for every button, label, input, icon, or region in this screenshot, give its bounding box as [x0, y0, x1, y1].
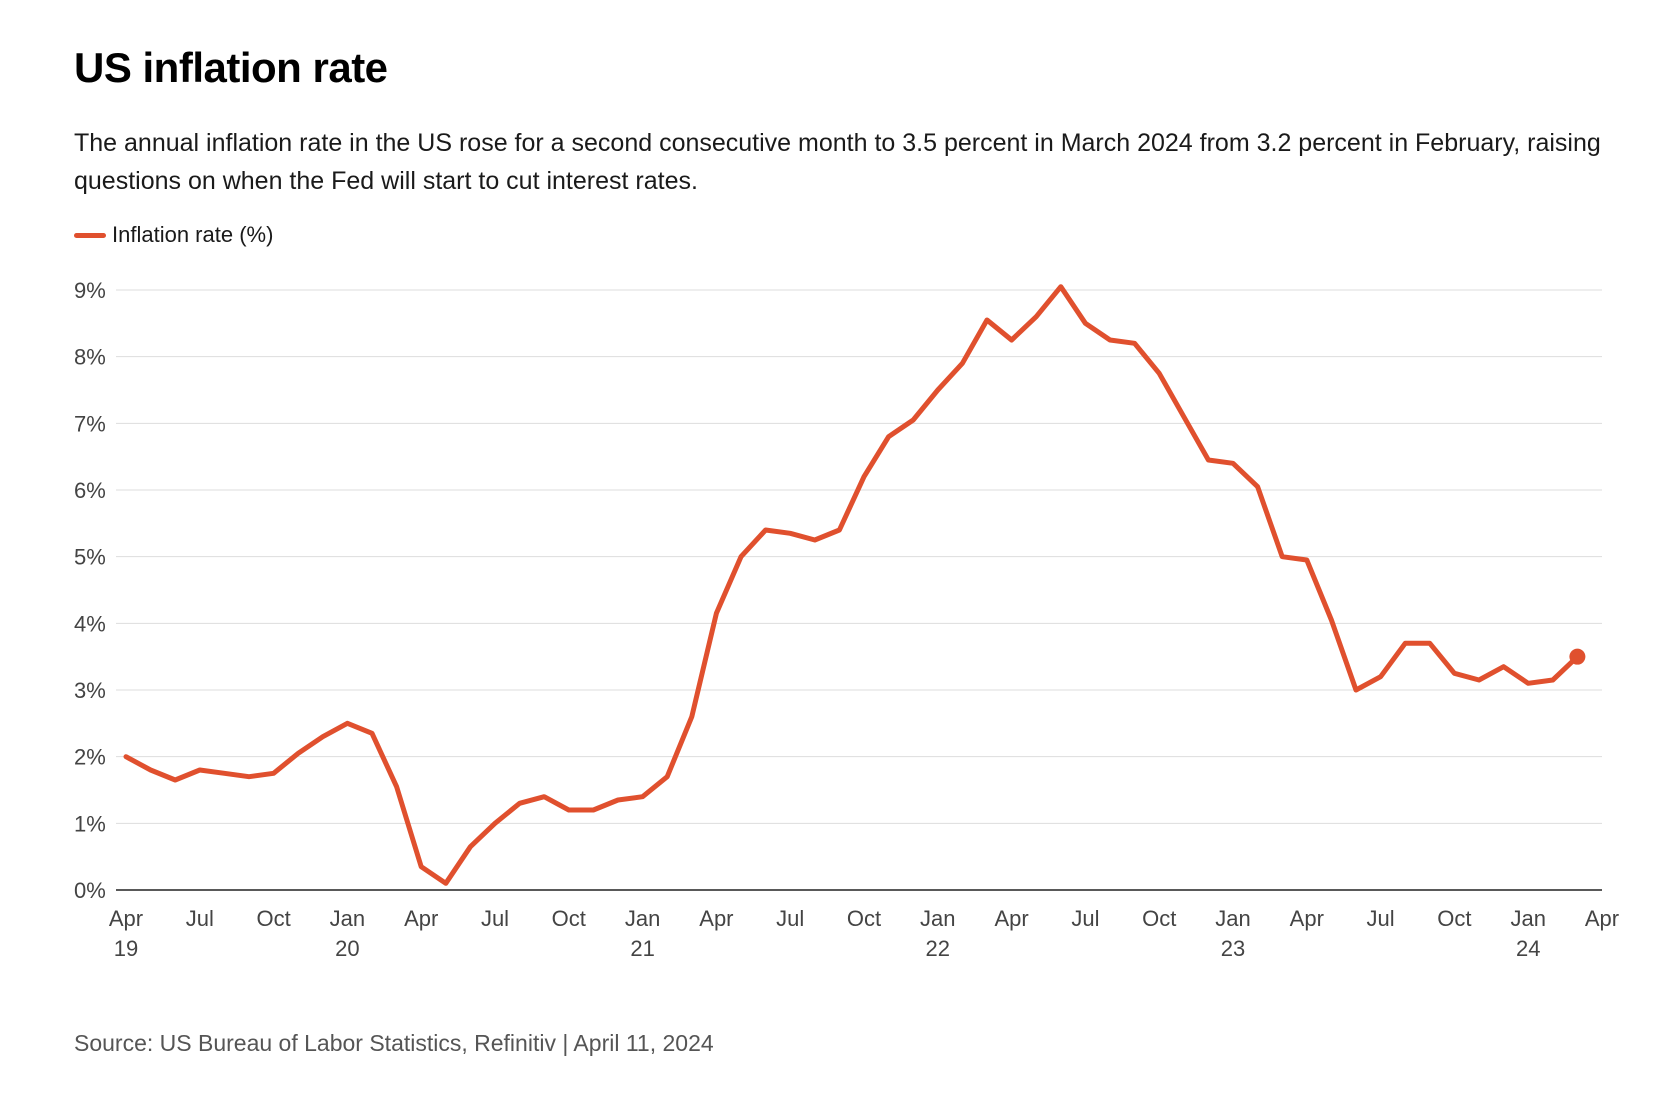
x-tick-label-year: 21 — [630, 936, 654, 961]
x-tick-label: Jul — [1367, 906, 1395, 931]
legend: Inflation rate (%) — [74, 222, 273, 248]
y-tick-label: 7% — [74, 411, 106, 436]
chart-title: US inflation rate — [74, 44, 388, 91]
y-tick-label: 8% — [74, 345, 106, 370]
x-tick-label: Oct — [552, 906, 586, 931]
x-tick-label-year: 23 — [1221, 936, 1245, 961]
y-tick-label: 0% — [74, 878, 106, 903]
x-tick-label: Apr — [404, 906, 438, 931]
source-note: Source: US Bureau of Labor Statistics, R… — [74, 1030, 714, 1056]
x-tick-label: Jul — [776, 906, 804, 931]
x-tick-label-year: 24 — [1516, 936, 1540, 961]
y-tick-label: 1% — [74, 811, 106, 836]
x-tick-label: Apr — [699, 906, 733, 931]
y-tick-label: 4% — [74, 611, 106, 636]
y-tick-label: 2% — [74, 745, 106, 770]
x-tick-label: Apr — [109, 906, 143, 931]
x-tick-label: Jan — [625, 906, 660, 931]
chart-subtitle: The annual inflation rate in the US rose… — [74, 129, 1601, 195]
x-tick-label: Oct — [256, 906, 290, 931]
y-tick-label: 5% — [74, 545, 106, 570]
legend-swatch — [74, 232, 106, 238]
x-tick-label: Oct — [847, 906, 881, 931]
x-tick-label-year: 22 — [926, 936, 950, 961]
y-tick-label: 3% — [74, 678, 106, 703]
x-tick-label: Jan — [330, 906, 365, 931]
x-tick-label: Apr — [1585, 906, 1619, 931]
x-tick-label: Jul — [481, 906, 509, 931]
x-tick-label: Oct — [1142, 906, 1176, 931]
y-tick-label: 6% — [74, 478, 106, 503]
x-tick-label: Apr — [994, 906, 1028, 931]
series-line-inflation — [123, 284, 1580, 886]
end-point-marker — [1569, 648, 1586, 665]
x-tick-label: Apr — [1290, 906, 1324, 931]
x-tick-label-year: 19 — [114, 936, 138, 961]
legend-label: Inflation rate (%) — [112, 222, 274, 247]
x-tick-label: Jul — [1071, 906, 1099, 931]
x-tick-label-year: 20 — [335, 936, 359, 961]
x-tick-label: Oct — [1437, 906, 1471, 931]
x-tick-label: Jan — [920, 906, 955, 931]
x-tick-label: Jan — [1510, 906, 1545, 931]
y-tick-label: 9% — [74, 278, 106, 303]
x-tick-label: Jan — [1215, 906, 1250, 931]
x-tick-label: Jul — [186, 906, 214, 931]
